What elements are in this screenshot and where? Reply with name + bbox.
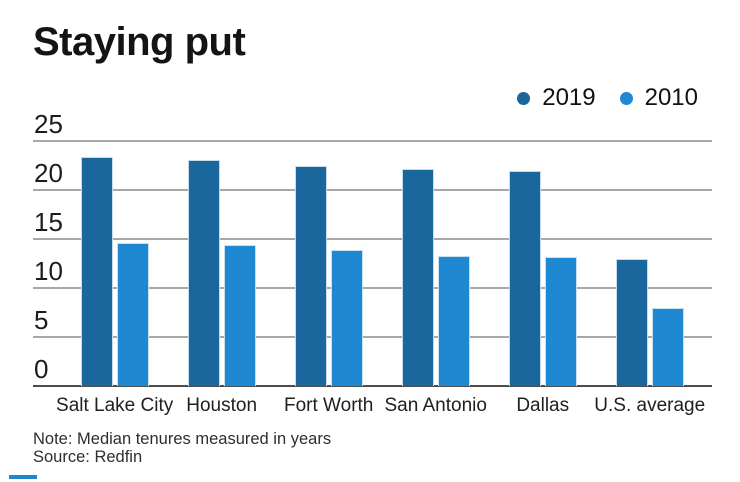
chart-footer: Note: Median tenures measured in years S… — [33, 430, 331, 466]
bar-2010-salt-lake-city — [116, 242, 149, 386]
bar-2019-u-s-average — [615, 258, 648, 386]
category-label-san-antonio: San Antonio — [384, 395, 487, 416]
bar-2019-houston — [187, 159, 220, 386]
gridline-25 — [33, 140, 712, 142]
gridline-5 — [33, 336, 712, 338]
y-tick-label-20: 20 — [34, 158, 63, 188]
legend-dot-2019-icon — [517, 91, 531, 105]
y-tick-label-0: 0 — [34, 354, 49, 384]
legend-item-2019: 2019 — [517, 84, 596, 112]
bar-2010-fort-worth — [330, 249, 363, 386]
bar-2019-dallas — [508, 171, 541, 386]
gridline-10 — [33, 287, 712, 289]
bar-2010-san-antonio — [437, 255, 470, 386]
category-label-fort-worth: Fort Worth — [283, 395, 374, 416]
category-label-u-s-average: U.S. average — [594, 395, 706, 416]
y-tick-label-25: 25 — [34, 109, 63, 139]
category-label-salt-lake-city: Salt Lake City — [56, 395, 174, 416]
y-tick-label-5: 5 — [34, 305, 49, 335]
category-label-dallas: Dallas — [516, 395, 570, 416]
gridline-20 — [33, 189, 712, 191]
chart-source: Source: Redfin — [33, 448, 143, 466]
category-label-houston: Houston — [186, 395, 258, 416]
bar-2019-salt-lake-city — [80, 156, 113, 386]
chart-title: Staying put — [33, 20, 246, 64]
y-tick-label-15: 15 — [34, 207, 63, 237]
brand-accent-dash — [9, 475, 37, 479]
bar-2010-u-s-average — [651, 307, 684, 386]
plot-area: 0 5 10 15 20 25 Salt Lake City Houston Fort Wort… — [33, 111, 712, 416]
legend-label-2010: 2010 — [644, 84, 698, 111]
chart-note: Note: Median tenures measured in years — [33, 430, 332, 448]
bar-2019-fort-worth — [294, 165, 327, 386]
bar-2010-houston — [223, 244, 256, 386]
legend: 2019 2010 — [517, 84, 698, 112]
bar-2019-san-antonio — [401, 169, 434, 386]
y-tick-label-10: 10 — [34, 256, 63, 286]
legend-item-2010: 2010 — [619, 84, 698, 112]
legend-dot-2010-icon — [619, 91, 633, 105]
bar-2010-dallas — [544, 256, 577, 386]
x-axis-line — [33, 385, 712, 387]
legend-label-2019: 2019 — [542, 84, 596, 111]
gridline-15 — [33, 238, 712, 240]
